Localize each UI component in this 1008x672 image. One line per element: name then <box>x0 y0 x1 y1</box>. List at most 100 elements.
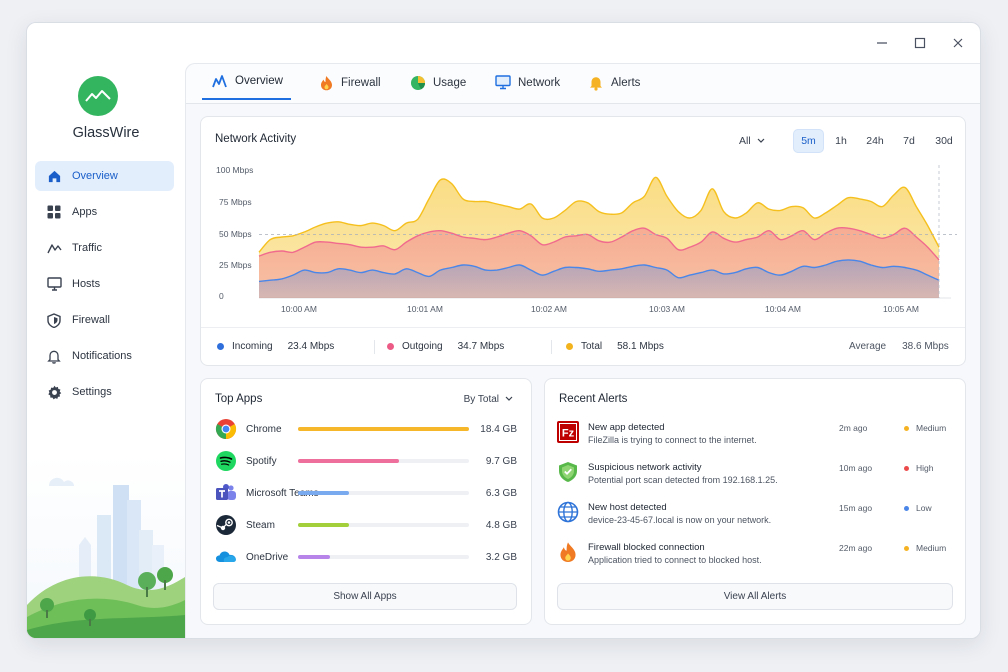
usage-bar <box>298 523 350 527</box>
alert-description: device-23-45-67.local is now on your net… <box>588 515 772 525</box>
close-icon[interactable] <box>950 35 966 51</box>
legend-label: Total <box>581 341 603 352</box>
sidebar-item-label: Firewall <box>72 314 110 326</box>
flame-icon <box>557 541 579 563</box>
sidebar-item-firewall[interactable]: Firewall <box>35 305 174 335</box>
legend-label: Incoming <box>232 341 273 352</box>
severity-dot <box>904 425 909 431</box>
usage-bar <box>298 491 350 495</box>
sidebar-item-hosts[interactable]: Hosts <box>35 269 174 299</box>
legend-average: Average 38.6 Mbps <box>849 341 949 352</box>
range-24h[interactable]: 24h <box>866 135 884 147</box>
minimize-icon[interactable] <box>874 35 890 51</box>
severity-dot <box>904 505 909 511</box>
alert-item[interactable]: New host detected device-23-45-67.local … <box>557 501 951 531</box>
window-controls <box>874 35 966 51</box>
sidebar-item-settings[interactable]: Settings <box>35 377 174 407</box>
y-tick-label: 25 Mbps <box>219 260 252 270</box>
network-activity-chart <box>258 165 957 299</box>
legend-value: 34.7 Mbps <box>457 341 505 352</box>
usage-bar-track <box>298 459 469 463</box>
recent-alerts-card: Recent Alerts Fz New app detected FileZi… <box>544 378 966 625</box>
svg-text:Fz: Fz <box>562 428 575 440</box>
range-7d[interactable]: 7d <box>903 135 915 147</box>
total-series-line <box>258 176 940 253</box>
alert-item[interactable]: Suspicious network activity Potential po… <box>557 461 951 491</box>
incoming-area <box>259 259 939 298</box>
tab-overview[interactable]: Overview <box>202 64 291 100</box>
tab-alerts[interactable]: Alerts <box>588 64 640 101</box>
sidebar: GlassWire Overview Apps Traffic Hosts Fi… <box>27 23 185 638</box>
legend-label: Outgoing <box>402 341 443 352</box>
app-row-onedrive[interactable]: OneDrive 3.2 GB <box>214 545 517 569</box>
alert-item[interactable]: Firewall blocked connection Application … <box>557 541 951 571</box>
app-name: Chrome <box>246 423 282 435</box>
alert-description: Potential port scan detected from 192.16… <box>588 475 778 485</box>
sort-label: By Total <box>463 394 499 405</box>
top-apps-title: Top Apps <box>215 393 263 405</box>
usage-bar-track <box>298 523 469 527</box>
incoming-series-line <box>258 259 940 283</box>
graph-icon <box>212 73 228 89</box>
legend-total: Total 58.1 Mbps <box>566 341 664 352</box>
main-content: Overview Firewall Usage Network Alerts N… <box>185 63 980 638</box>
app-value: 9.7 GB <box>485 455 517 467</box>
tab-label: Firewall <box>341 76 381 89</box>
y-tick-label: 0 <box>219 291 224 301</box>
sidebar-item-notifications[interactable]: Notifications <box>35 341 174 371</box>
app-row-spotify[interactable]: Spotify 9.7 GB <box>214 449 517 473</box>
shield-check-icon <box>557 461 579 483</box>
network-activity-title: Network Activity <box>215 133 297 145</box>
filter-dropdown[interactable]: All <box>739 135 765 147</box>
sort-dropdown[interactable]: By Total <box>464 394 513 405</box>
show-all-apps-button[interactable]: Show All Apps <box>213 583 517 610</box>
alert-item[interactable]: Fz New app detected FileZilla is trying … <box>557 421 951 451</box>
filezilla-icon: Fz <box>557 421 579 443</box>
network-activity-card: Network Activity All 5m 1h 24h 7d 30d 10… <box>200 116 966 366</box>
app-value: 3.2 GB <box>485 551 517 563</box>
bell-icon <box>588 75 604 91</box>
usage-bar <box>298 555 331 559</box>
glasswire-logo <box>78 76 118 116</box>
home-icon <box>46 168 62 184</box>
tab-usage[interactable]: Usage <box>410 64 466 101</box>
x-tick-label: 10:00 AM <box>281 304 317 314</box>
tab-label: Overview <box>235 75 283 87</box>
sidebar-item-apps[interactable]: Apps <box>35 197 174 227</box>
app-value: 4.8 GB <box>485 519 517 531</box>
app-row-steam[interactable]: Steam 4.8 GB <box>214 513 517 537</box>
legend-value: 23.4 Mbps <box>287 341 335 352</box>
maximize-icon[interactable] <box>912 35 928 51</box>
top-apps-card: Top Apps By Total Chrome 18.4 GB Spotify… <box>200 378 532 625</box>
sidebar-item-traffic[interactable]: Traffic <box>35 233 174 263</box>
app-row-chrome[interactable]: Chrome 18.4 GB <box>214 417 517 441</box>
app-row-microsoft-teams[interactable]: Microsoft Teams 6.3 GB <box>214 481 517 505</box>
alert-title: Firewall blocked connection <box>588 542 705 553</box>
city-illustration <box>27 477 185 638</box>
range-5m[interactable]: 5m <box>793 129 824 153</box>
sidebar-item-label: Apps <box>72 206 98 218</box>
alert-title: Suspicious network activity <box>588 462 702 473</box>
onedrive-icon <box>214 545 238 569</box>
legend-separator <box>551 340 552 354</box>
sidebar-item-overview[interactable]: Overview <box>35 161 174 191</box>
alert-description: FileZilla is trying to connect to the in… <box>588 435 757 445</box>
bell-icon <box>46 348 62 364</box>
legend-incoming: Incoming 23.4 Mbps <box>217 341 334 352</box>
severity-dot <box>904 465 909 471</box>
sidebar-item-label: Hosts <box>72 278 101 290</box>
range-30d[interactable]: 30d <box>935 135 953 147</box>
view-all-alerts-button[interactable]: View All Alerts <box>557 583 953 610</box>
alert-time: 22m ago <box>839 543 873 553</box>
app-value: 6.3 GB <box>485 487 517 499</box>
globe-icon <box>557 501 579 523</box>
range-1h[interactable]: 1h <box>835 135 847 147</box>
tab-network[interactable]: Network <box>495 64 560 101</box>
filter-label: All <box>739 135 751 147</box>
sidebar-item-label: Overview <box>72 170 118 182</box>
tab-firewall[interactable]: Firewall <box>318 64 381 101</box>
tab-bar: Overview Firewall Usage Network Alerts <box>186 64 980 104</box>
chrome-icon <box>214 417 238 441</box>
severity-dot <box>904 545 909 551</box>
alert-title: New app detected <box>588 422 665 433</box>
